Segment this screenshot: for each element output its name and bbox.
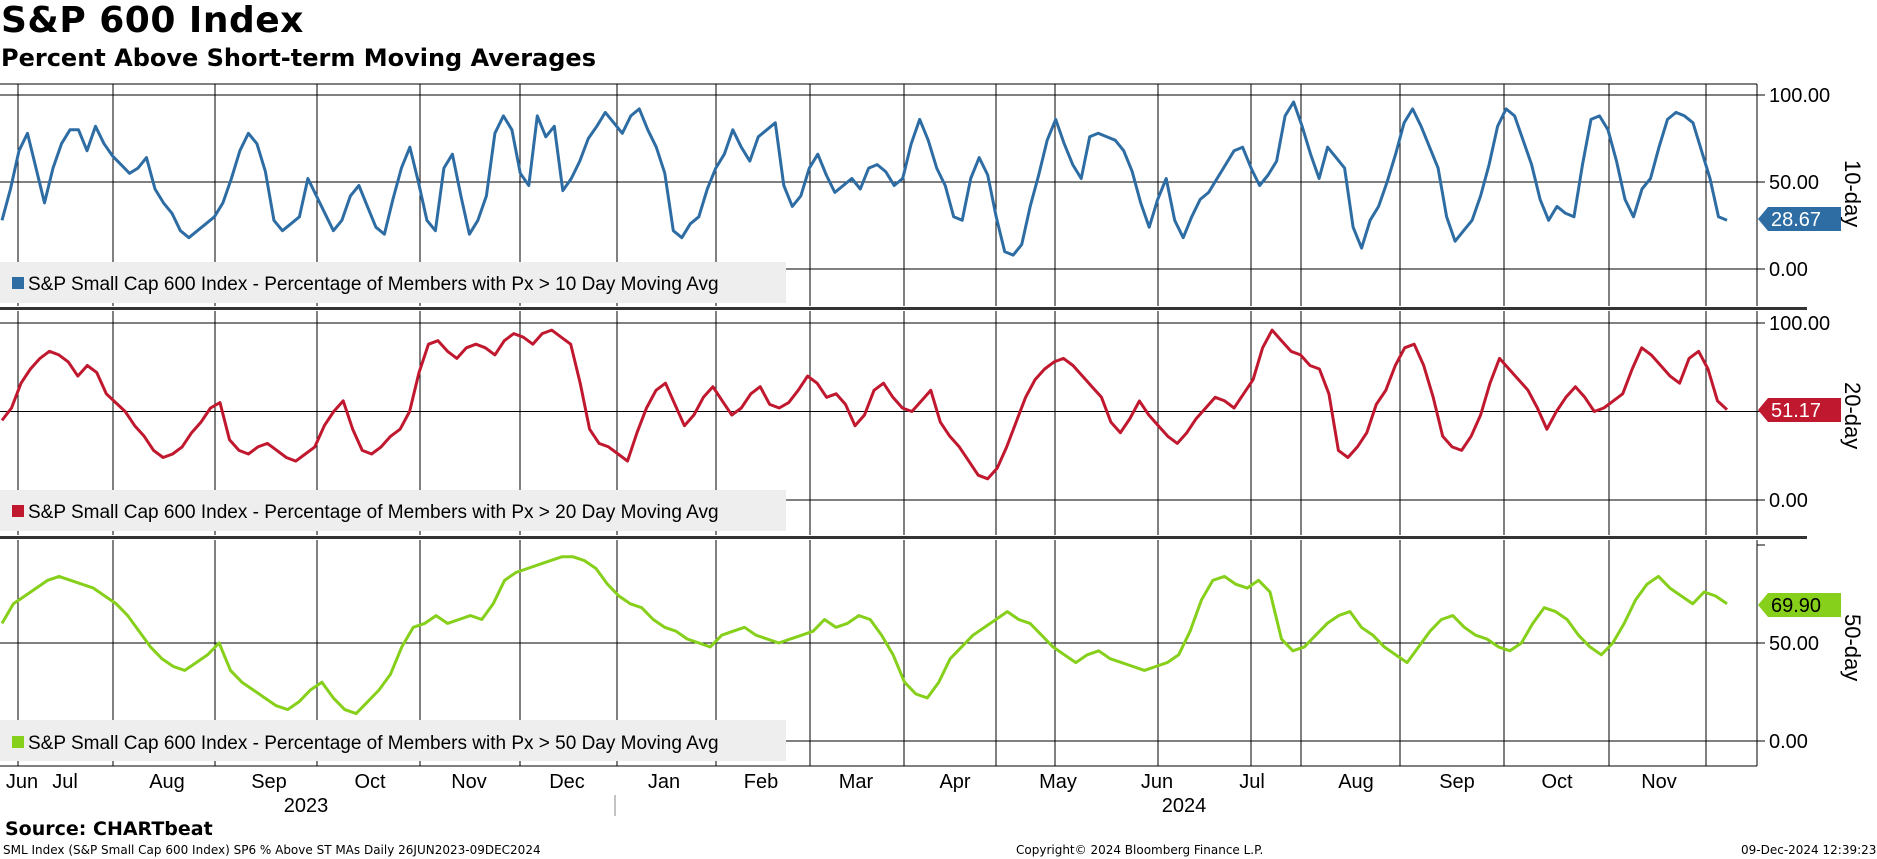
x-axis-month-label: Feb bbox=[744, 771, 778, 793]
x-axis-month-label: Oct bbox=[1541, 771, 1573, 793]
chart-title: S&P 600 Index bbox=[1, 0, 304, 41]
legend-box-10day bbox=[0, 262, 786, 303]
panel-separator bbox=[0, 307, 1807, 310]
legend-box-20day bbox=[0, 490, 786, 531]
legend-swatch-20day bbox=[12, 505, 24, 517]
y-tick-label: 0.00 bbox=[1769, 259, 1808, 281]
x-axis-month-labels: Jun Jul Aug Sep Oct Nov Dec Jan Feb Mar Apr May Jun J… bbox=[6, 771, 1677, 793]
panel-label-50day: 50-day bbox=[1840, 614, 1865, 681]
x-axis-month-label: Sep bbox=[1439, 771, 1475, 793]
last-value-marker-10day: 28.67 bbox=[1758, 207, 1841, 231]
x-axis-month-label: Jun bbox=[6, 771, 38, 793]
legend-label-10day: S&P Small Cap 600 Index - Percentage of … bbox=[28, 274, 719, 295]
y-tick-label: 0.00 bbox=[1769, 731, 1808, 753]
x-axis-month-label: Jun bbox=[1141, 771, 1173, 793]
x-axis-month-label: Aug bbox=[149, 771, 185, 793]
last-value-marker-20day: 51.17 bbox=[1758, 398, 1841, 422]
line-layer bbox=[0, 100, 1729, 716]
y-tick-label: 50.00 bbox=[1769, 172, 1819, 194]
timestamp: 09-Dec-2024 12:39:23 bbox=[1741, 843, 1877, 857]
panel-label-10day: 10-day bbox=[1840, 160, 1865, 227]
x-axis-month-label: Sep bbox=[251, 771, 287, 793]
x-axis-year-2024: 2024 bbox=[1162, 795, 1207, 817]
last-value-marker-50day: 69.90 bbox=[1758, 593, 1841, 617]
legend-label-50day: S&P Small Cap 600 Index - Percentage of … bbox=[28, 733, 719, 754]
y-tick-label: 50.00 bbox=[1769, 633, 1819, 655]
panel-label-20day: 20-day bbox=[1840, 382, 1865, 449]
x-axis-month-label: Oct bbox=[354, 771, 386, 793]
y-tick-label: 0.00 bbox=[1769, 490, 1808, 512]
x-axis-month-label: Jan bbox=[648, 771, 680, 793]
last-value-50day: 69.90 bbox=[1771, 595, 1821, 617]
legend-swatch-10day bbox=[12, 277, 24, 289]
x-axis-month-label: Jul bbox=[1239, 771, 1265, 793]
source-label: Source: CHARTbeat bbox=[5, 818, 213, 840]
legend-box-50day bbox=[0, 720, 786, 761]
x-axis-year-2023: 2023 bbox=[284, 795, 329, 817]
last-value-10day: 28.67 bbox=[1771, 209, 1821, 231]
chart-subtitle: Percent Above Short-term Moving Averages bbox=[1, 44, 596, 72]
x-axis-month-label: Aug bbox=[1338, 771, 1374, 793]
copyright: Copyright© 2024 Bloomberg Finance L.P. bbox=[1016, 843, 1264, 857]
legend-swatch-50day bbox=[12, 736, 24, 748]
y-tick-label: 100.00 bbox=[1769, 85, 1830, 107]
last-value-20day: 51.17 bbox=[1771, 400, 1821, 422]
y-tick-label: 100.00 bbox=[1769, 313, 1830, 335]
legend-label-20day: S&P Small Cap 600 Index - Percentage of … bbox=[28, 502, 719, 523]
security-info: SML Index (S&P Small Cap 600 Index) SP6 … bbox=[3, 843, 541, 857]
series-line-20-day bbox=[0, 328, 1729, 481]
series-line-50-day bbox=[0, 555, 1728, 716]
panel-separator bbox=[0, 536, 1807, 539]
x-axis-month-label: Jul bbox=[52, 771, 78, 793]
x-axis-month-label: Nov bbox=[1641, 771, 1677, 793]
x-axis-month-label: Mar bbox=[839, 771, 874, 793]
x-axis-month-label: Nov bbox=[451, 771, 487, 793]
x-axis-month-label: Dec bbox=[549, 771, 585, 793]
series-line-10-day bbox=[0, 100, 1728, 257]
x-axis-month-label: May bbox=[1039, 771, 1077, 793]
x-axis-month-label: Apr bbox=[939, 771, 970, 793]
